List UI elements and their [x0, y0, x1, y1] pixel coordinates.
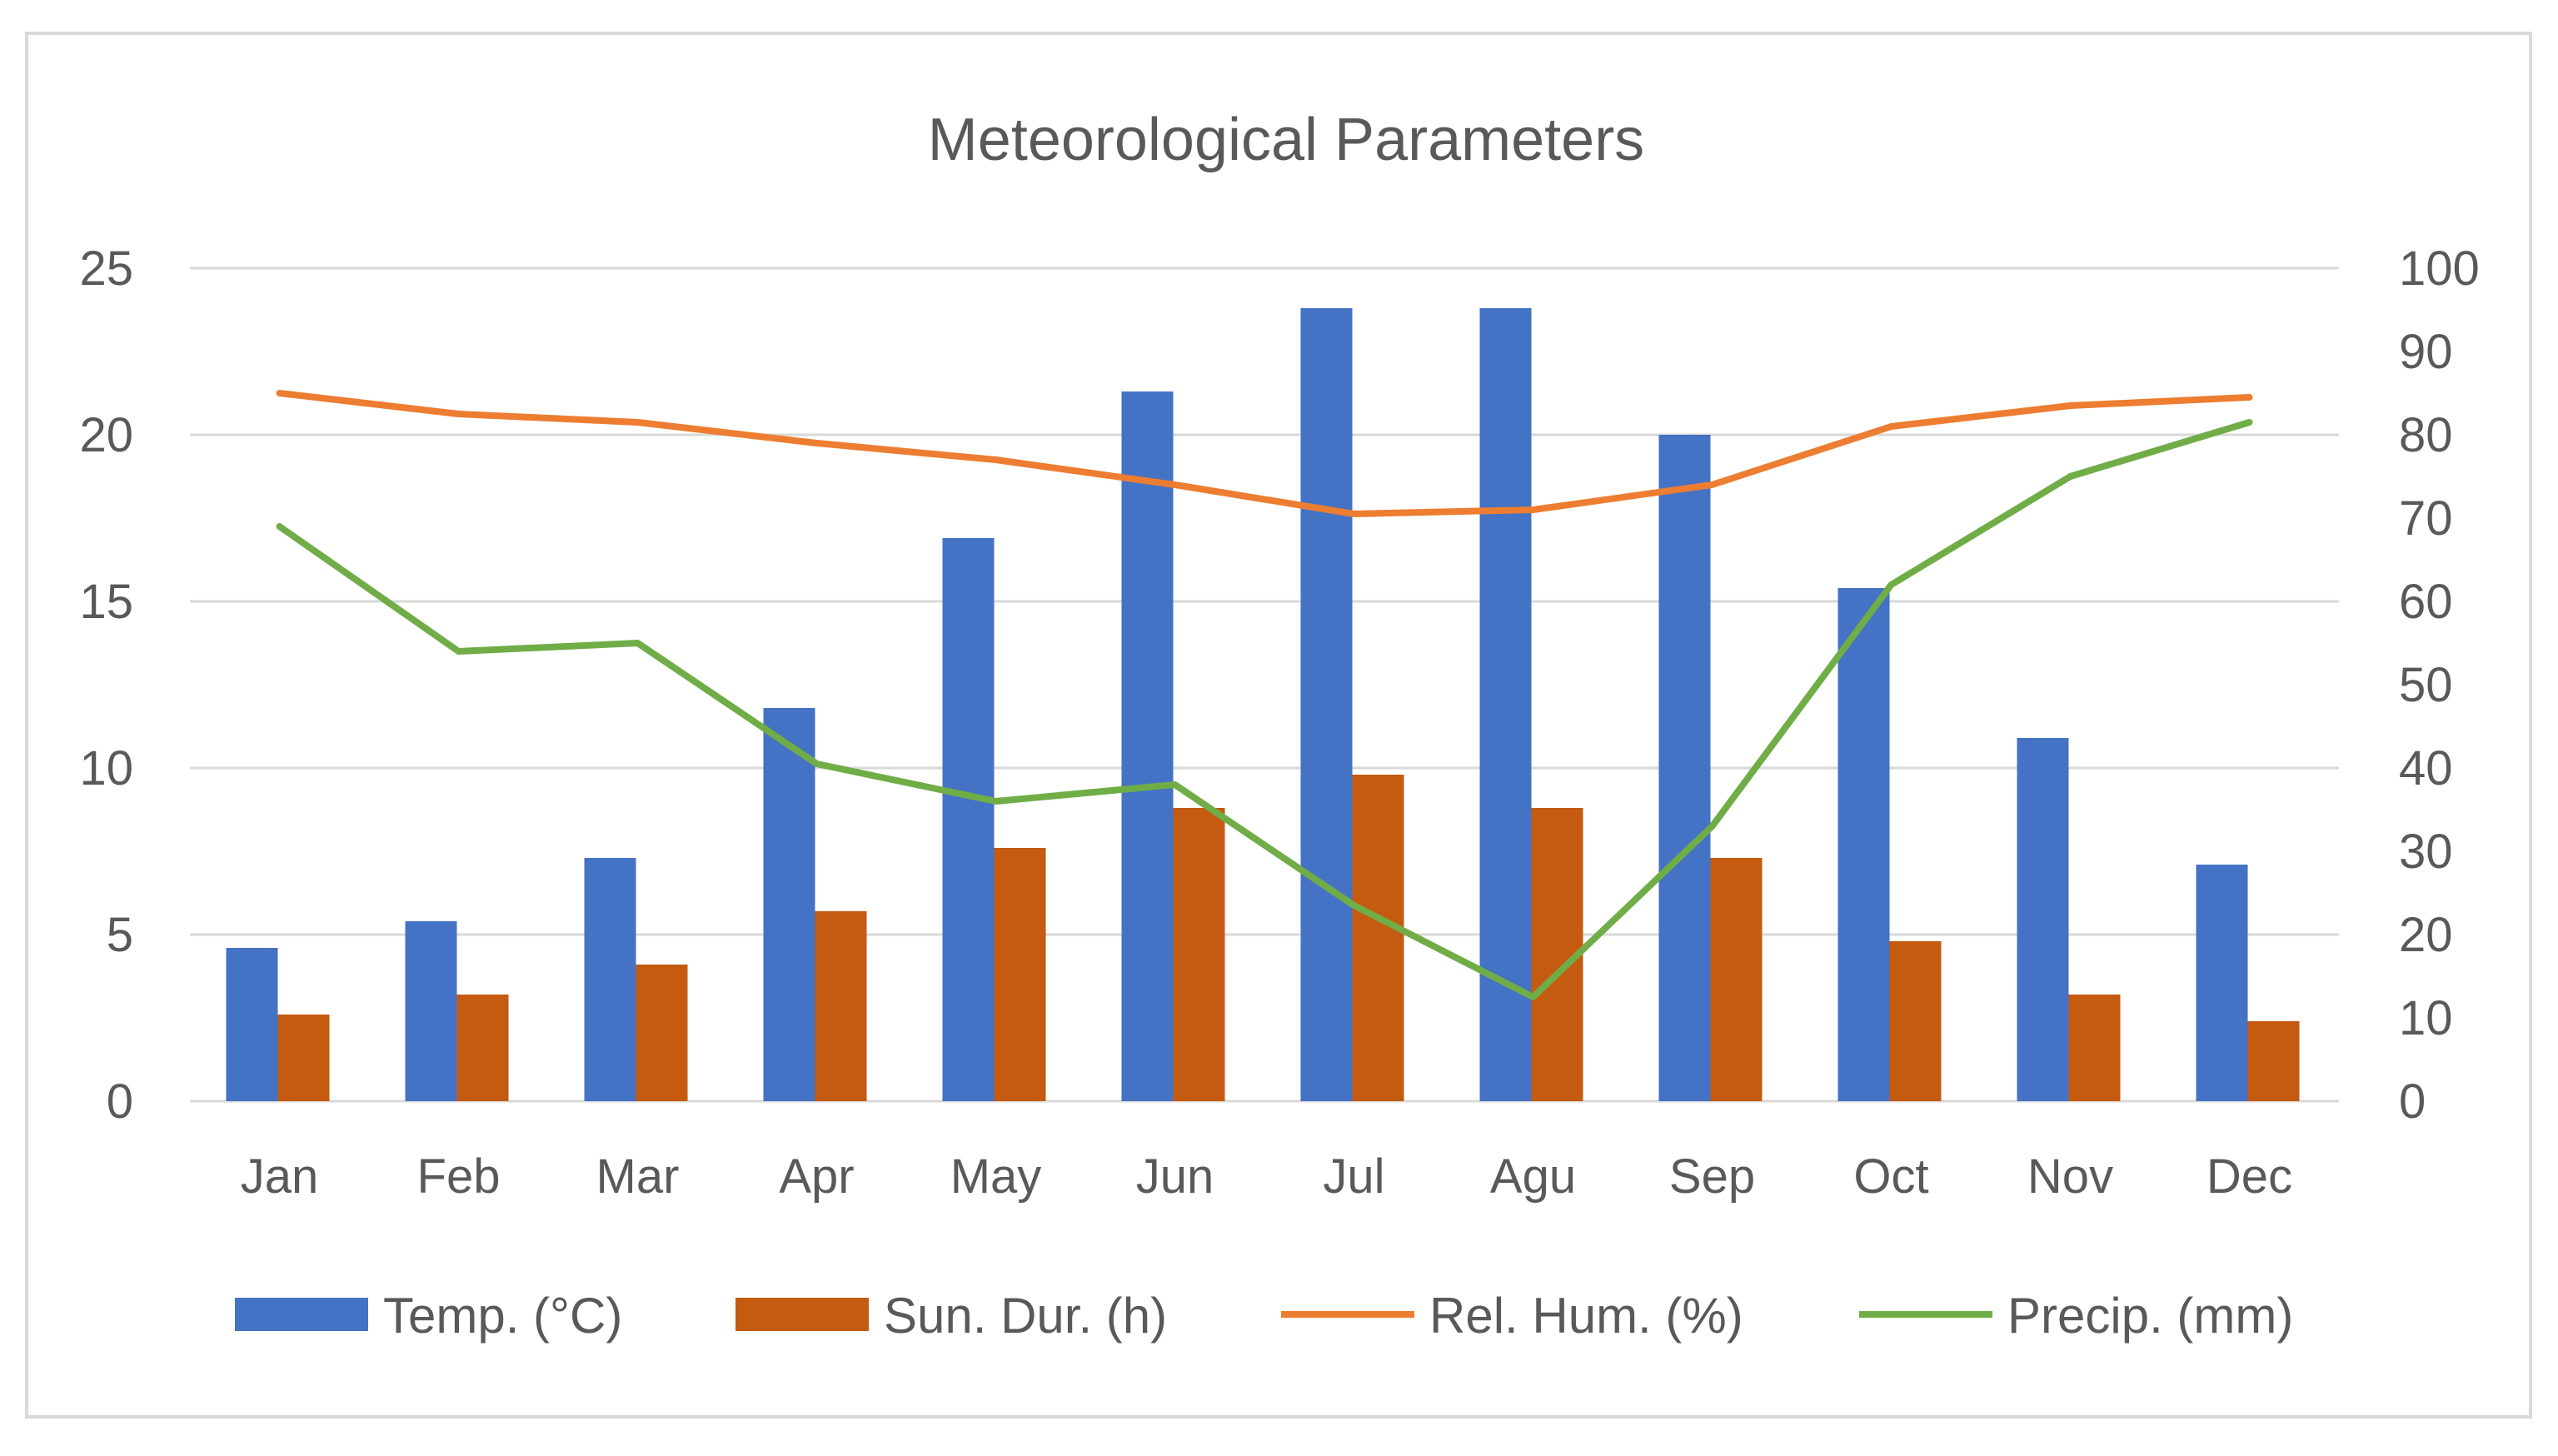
x-axis-tick-label: Oct: [1853, 1149, 1928, 1204]
precipitation-line: [276, 419, 2253, 1000]
right-axis-tick-label: 50: [2399, 658, 2453, 712]
x-axis-tick-label: Jul: [1323, 1149, 1384, 1204]
right-axis-tick-label: 0: [2399, 1075, 2426, 1129]
x-axis-tick-label: Jun: [1136, 1149, 1214, 1204]
sun-duration-bar: [636, 965, 688, 1101]
chart-title: Meteorological Parameters: [928, 107, 1644, 173]
legend-label: Sun. Dur. (h): [884, 1288, 1167, 1344]
temp-bar: [1837, 588, 1890, 1101]
x-axis-tick-label: Sep: [1669, 1149, 1755, 1204]
temp-bar: [2196, 865, 2248, 1101]
right-axis-tick-label: 60: [2399, 575, 2453, 629]
sun-duration-bar: [2247, 1021, 2300, 1101]
right-axis-tick-label: 90: [2399, 325, 2453, 379]
bar-series: [226, 308, 2300, 1101]
sun-duration-bar: [1710, 858, 1763, 1101]
sun-duration-bar: [815, 911, 867, 1101]
left-axis-tick-label: 15: [79, 575, 133, 629]
right-axis-tick-label: 20: [2399, 908, 2453, 962]
right-axis-tick-label: 30: [2399, 825, 2453, 879]
left-axis-tick-label: 25: [79, 242, 133, 296]
legend-swatch: [735, 1298, 869, 1331]
x-axis-tick-label: May: [950, 1149, 1042, 1204]
sun-duration-bar: [456, 995, 509, 1101]
legend-label: Precip. (mm): [2007, 1288, 2293, 1344]
chart-frame: [25, 32, 2532, 1419]
legend-swatch: [235, 1298, 368, 1331]
legend: Temp. (°C) Sun. Dur. (h) Rel. Hum. (%) Prec…: [235, 1288, 2293, 1344]
left-axis-tick-label: 0: [107, 1075, 133, 1129]
right-axis: 0 10 20 30 40 50 60 70 80 90 100: [2399, 242, 2480, 1129]
left-axis-tick-label: 20: [79, 408, 133, 462]
sun-duration-bar: [1173, 808, 1225, 1101]
temp-bar: [2017, 738, 2069, 1101]
right-axis-tick-label: 80: [2399, 408, 2453, 462]
sun-duration-bar: [1889, 941, 1942, 1101]
right-axis-tick-label: 100: [2399, 242, 2480, 296]
x-axis-tick-label: Apr: [779, 1149, 854, 1204]
x-axis-tick-label: Mar: [596, 1149, 680, 1204]
x-axis-tick-label: Nov: [2027, 1149, 2113, 1204]
temp-bar: [584, 858, 636, 1101]
temp-bar: [1121, 391, 1174, 1101]
x-axis-tick-label: Feb: [417, 1149, 501, 1204]
x-axis-tick-label: Jan: [241, 1149, 319, 1204]
sun-duration-bar: [1352, 775, 1404, 1101]
legend-label: Temp. (°C): [383, 1288, 622, 1344]
x-axis: Jan Feb Mar Apr May Jun Jul Agu Sep Oct Nov Dec: [241, 1149, 2292, 1204]
x-axis-tick-label: Dec: [2206, 1149, 2292, 1204]
rel-humidity-line: [276, 390, 2253, 517]
left-axis: 0 5 10 15 20 25: [79, 242, 133, 1129]
right-axis-tick-label: 40: [2399, 741, 2453, 795]
right-axis-tick-label: 70: [2399, 491, 2453, 546]
right-axis-tick-label: 10: [2399, 991, 2453, 1045]
temp-bar: [1300, 308, 1353, 1101]
temp-bar: [1658, 435, 1711, 1101]
gridlines: [190, 267, 2339, 1103]
x-axis-tick-label: Agu: [1490, 1149, 1576, 1204]
sun-duration-bar: [277, 1015, 330, 1101]
left-axis-tick-label: 5: [107, 908, 133, 962]
temp-bar: [226, 948, 278, 1101]
temp-bar: [942, 538, 995, 1101]
legend-label: Rel. Hum. (%): [1429, 1288, 1743, 1344]
temp-bar: [763, 708, 815, 1101]
temp-bar: [1479, 308, 1532, 1101]
sun-duration-bar: [2068, 995, 2121, 1101]
line-series: [276, 390, 2253, 1000]
temp-bar: [405, 921, 457, 1101]
sun-duration-bar: [994, 848, 1046, 1101]
left-axis-tick-label: 10: [79, 741, 133, 795]
